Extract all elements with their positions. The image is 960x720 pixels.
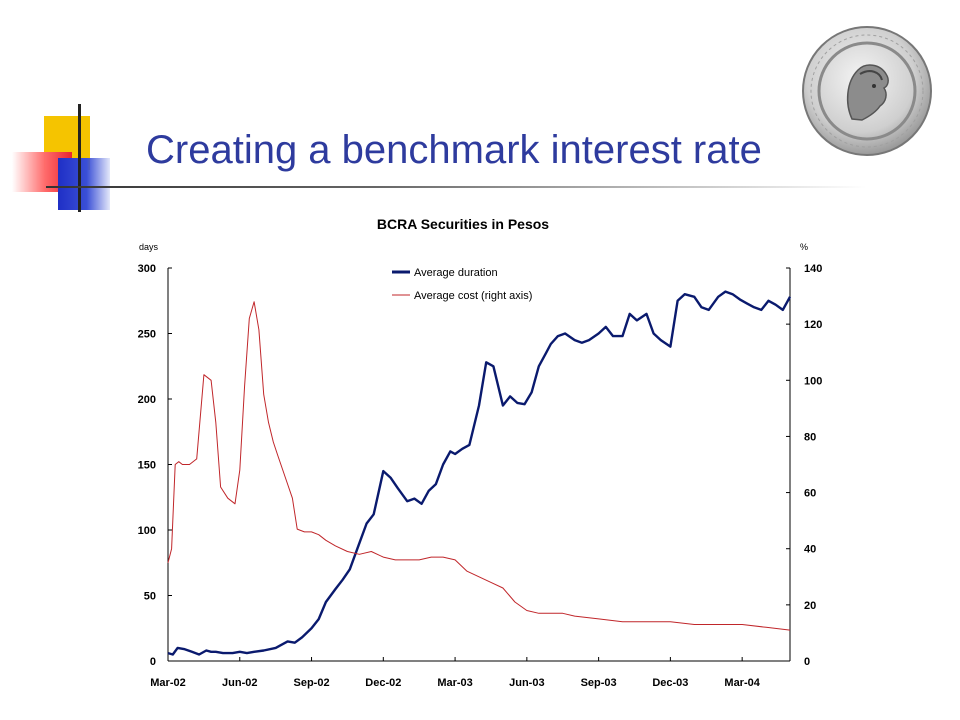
- axes: [167, 268, 791, 662]
- right-tick-label: 80: [804, 431, 816, 443]
- x-tick-label: Dec-02: [365, 677, 401, 689]
- x-tick-label: Jun-03: [509, 677, 544, 689]
- left-tick-label: 100: [138, 525, 156, 537]
- x-tick-label: Sep-02: [293, 677, 329, 689]
- right-axis-unit: %: [800, 242, 808, 252]
- coin-seal-icon: [802, 26, 932, 156]
- x-tick-label: Mar-04: [724, 677, 760, 689]
- left-tick-label: 150: [138, 460, 156, 472]
- right-tick-label: 60: [804, 488, 816, 500]
- right-axis-ticks: 0 20 40 60 80 100 120 140: [786, 263, 822, 668]
- left-tick-label: 50: [144, 591, 156, 603]
- right-tick-label: 20: [804, 600, 816, 612]
- right-tick-label: 140: [804, 263, 822, 275]
- x-tick-label: Mar-02: [150, 677, 185, 689]
- left-tick-label: 0: [150, 656, 156, 668]
- series-line-average-cost: [167, 301, 791, 631]
- left-tick-label: 250: [138, 329, 156, 341]
- legend-label: Average duration: [414, 267, 498, 279]
- left-tick-label: 200: [138, 394, 156, 406]
- left-tick-label: 300: [138, 263, 156, 275]
- right-tick-label: 0: [804, 656, 810, 668]
- series-layer: [167, 290, 792, 656]
- left-axis-ticks: 0 50 100 150 200 250 300: [138, 263, 172, 668]
- x-tick-label: Sep-03: [581, 677, 617, 689]
- slide-title: Creating a benchmark interest rate: [146, 128, 762, 172]
- legend-label: Average cost (right axis): [414, 290, 532, 302]
- chart-title: BCRA Securities in Pesos: [377, 216, 549, 232]
- right-tick-label: 40: [804, 544, 816, 556]
- legend: Average duration Average cost (right axis…: [392, 267, 532, 302]
- x-tick-label: Dec-03: [652, 677, 688, 689]
- decor-vertical-line: [78, 104, 81, 212]
- x-tick-label: Mar-03: [437, 677, 472, 689]
- x-axis-ticks: Mar-02 Jun-02 Sep-02 Dec-02 Mar-03 Jun-03 Sep-…: [150, 657, 761, 689]
- series-line-average-duration: [167, 290, 792, 656]
- left-axis-unit: days: [139, 242, 159, 252]
- x-tick-label: Jun-02: [222, 677, 257, 689]
- right-tick-label: 120: [804, 319, 822, 331]
- title-underline: [46, 186, 866, 188]
- right-tick-label: 100: [804, 375, 822, 387]
- decor-blue-square: [58, 158, 110, 210]
